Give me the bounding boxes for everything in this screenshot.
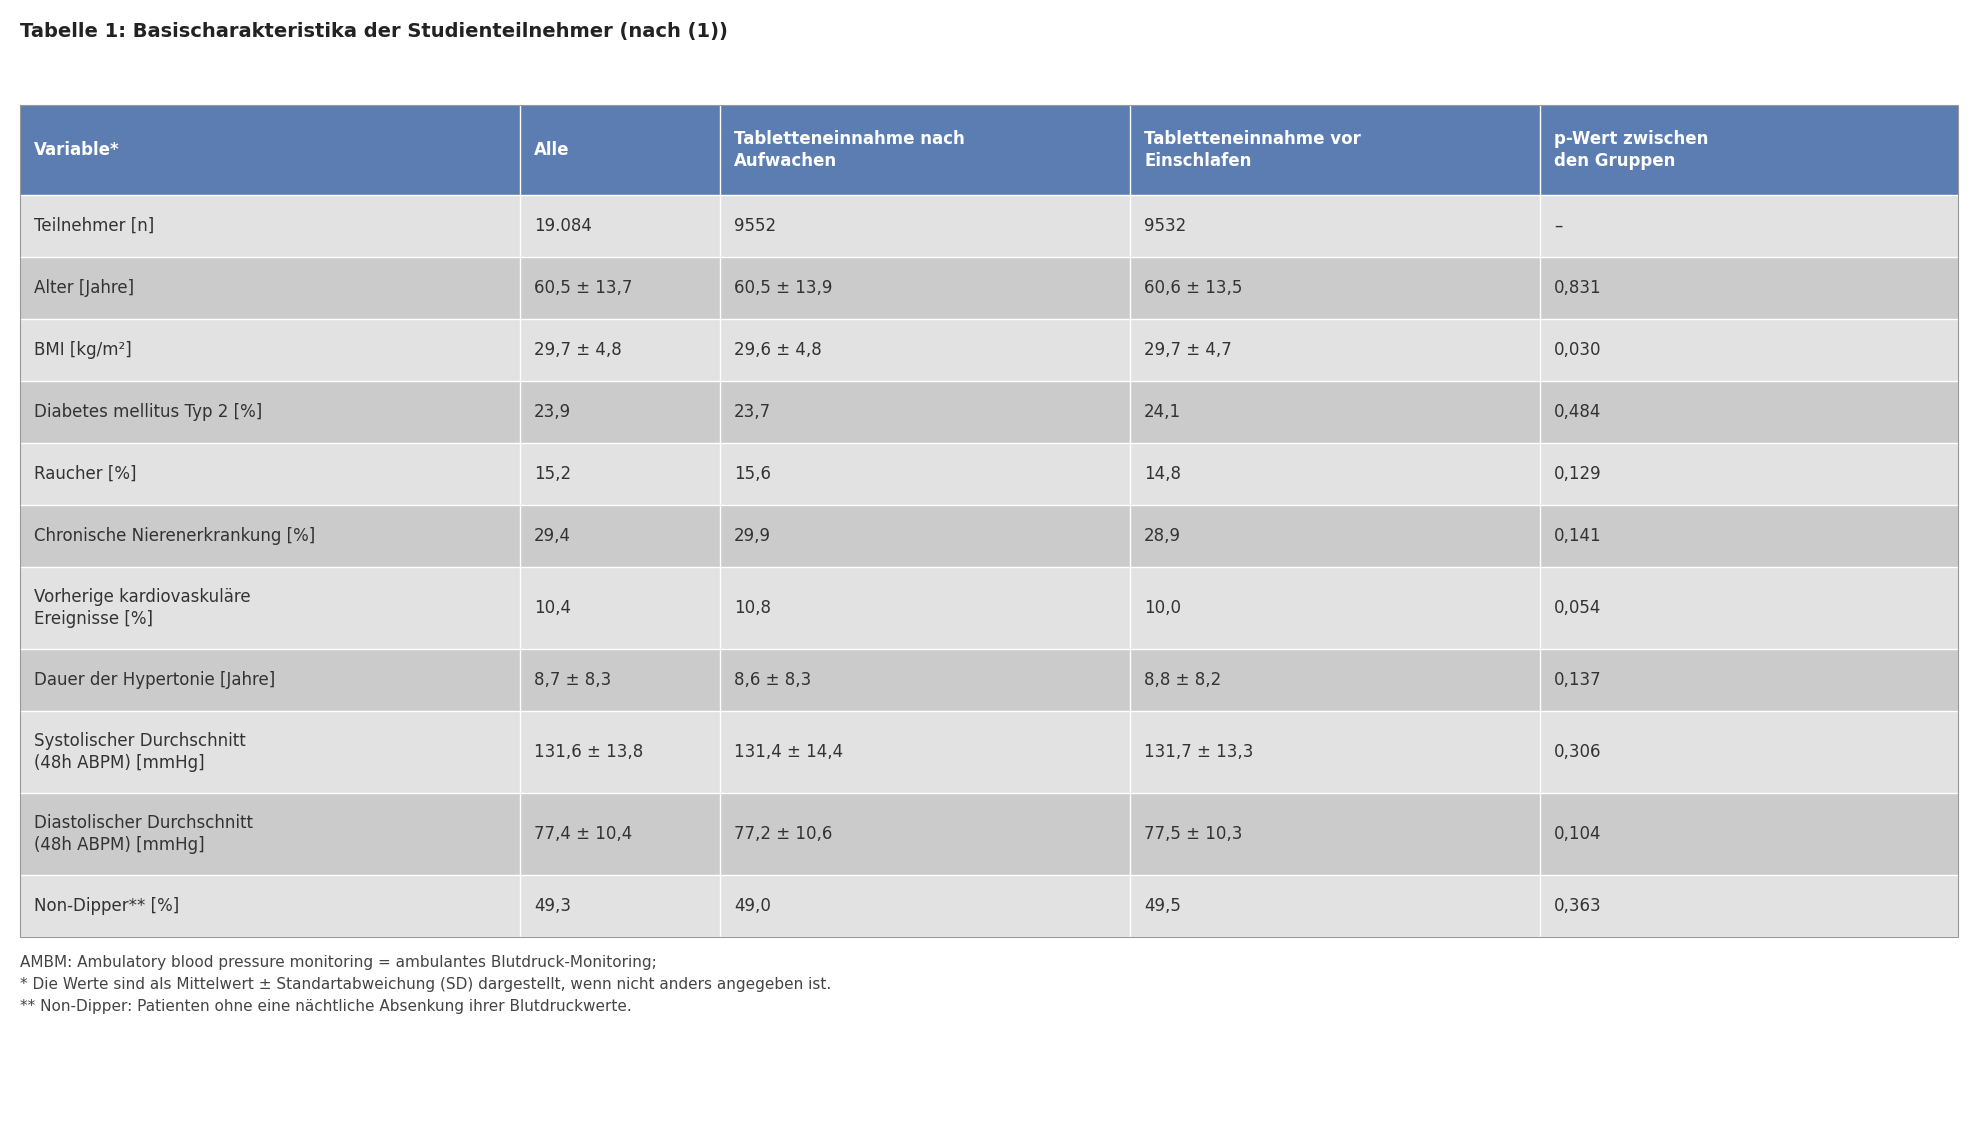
Text: Tabletteneinnahme vor
Einschlafen: Tabletteneinnahme vor Einschlafen (1143, 129, 1361, 171)
Text: 60,6 ± 13,5: 60,6 ± 13,5 (1143, 278, 1242, 297)
Text: 0,054: 0,054 (1555, 599, 1602, 617)
Bar (20, 443, 1958, 505)
Text: 8,6 ± 8,3: 8,6 ± 8,3 (734, 671, 811, 689)
Text: 10,0: 10,0 (1143, 599, 1181, 617)
Text: 9552: 9552 (734, 217, 775, 235)
Text: AMBM: Ambulatory blood pressure monitoring = ambulantes Blutdruck-Monitoring;: AMBM: Ambulatory blood pressure monitori… (20, 955, 657, 970)
Text: Alter [Jahre]: Alter [Jahre] (34, 278, 135, 297)
Text: Vorherige kardiovaskuläre
Ereignisse [%]: Vorherige kardiovaskuläre Ereignisse [%] (34, 588, 251, 628)
Text: 15,2: 15,2 (534, 465, 572, 483)
Bar (20, 257, 1958, 319)
Text: Systolischer Durchschnitt
(48h ABPM) [mmHg]: Systolischer Durchschnitt (48h ABPM) [mm… (34, 731, 245, 772)
Text: 8,7 ± 8,3: 8,7 ± 8,3 (534, 671, 611, 689)
Bar (20, 875, 1958, 937)
Text: Tabelle 1: Basischarakteristika der Studienteilnehmer (nach (1)): Tabelle 1: Basischarakteristika der Stud… (20, 22, 728, 41)
Text: BMI [kg/m²]: BMI [kg/m²] (34, 341, 133, 359)
Text: 60,5 ± 13,9: 60,5 ± 13,9 (734, 278, 833, 297)
Bar (20, 567, 1958, 649)
Text: 29,7 ± 4,8: 29,7 ± 4,8 (534, 341, 621, 359)
Text: 131,7 ± 13,3: 131,7 ± 13,3 (1143, 743, 1254, 761)
Bar (20, 381, 1958, 443)
Bar (20, 649, 1958, 711)
Text: Diabetes mellitus Typ 2 [%]: Diabetes mellitus Typ 2 [%] (34, 403, 263, 421)
Text: 19.084: 19.084 (534, 217, 591, 235)
Text: 49,5: 49,5 (1143, 897, 1181, 915)
Text: 131,6 ± 13,8: 131,6 ± 13,8 (534, 743, 643, 761)
Text: Non-Dipper** [%]: Non-Dipper** [%] (34, 897, 180, 915)
Text: –: – (1555, 217, 1563, 235)
Text: 29,9: 29,9 (734, 528, 771, 544)
Text: Raucher [%]: Raucher [%] (34, 465, 136, 483)
Bar (20, 105, 1958, 937)
Text: 131,4 ± 14,4: 131,4 ± 14,4 (734, 743, 843, 761)
Text: 0,129: 0,129 (1555, 465, 1602, 483)
Text: 29,6 ± 4,8: 29,6 ± 4,8 (734, 341, 821, 359)
Text: 0,484: 0,484 (1555, 403, 1602, 421)
Text: 0,306: 0,306 (1555, 743, 1602, 761)
Bar (20, 319, 1958, 381)
Text: Tabletteneinnahme nach
Aufwachen: Tabletteneinnahme nach Aufwachen (734, 129, 965, 171)
Text: 60,5 ± 13,7: 60,5 ± 13,7 (534, 278, 633, 297)
Text: 0,141: 0,141 (1555, 528, 1602, 544)
Text: 14,8: 14,8 (1143, 465, 1181, 483)
Text: 29,4: 29,4 (534, 528, 572, 544)
Text: Diastolischer Durchschnitt
(48h ABPM) [mmHg]: Diastolischer Durchschnitt (48h ABPM) [m… (34, 814, 253, 855)
Text: 0,831: 0,831 (1555, 278, 1602, 297)
Text: p-Wert zwischen
den Gruppen: p-Wert zwischen den Gruppen (1555, 129, 1709, 171)
Text: 23,9: 23,9 (534, 403, 572, 421)
Text: 9532: 9532 (1143, 217, 1187, 235)
Text: Teilnehmer [n]: Teilnehmer [n] (34, 217, 154, 235)
Text: 29,7 ± 4,7: 29,7 ± 4,7 (1143, 341, 1232, 359)
Bar (20, 794, 1958, 875)
Text: 10,4: 10,4 (534, 599, 572, 617)
Text: 15,6: 15,6 (734, 465, 771, 483)
Bar (20, 711, 1958, 794)
Text: Chronische Nierenerkrankung [%]: Chronische Nierenerkrankung [%] (34, 528, 315, 544)
Text: 77,2 ± 10,6: 77,2 ± 10,6 (734, 825, 833, 843)
Text: Alle: Alle (534, 142, 570, 158)
Text: ** Non-Dipper: Patienten ohne eine nächtliche Absenkung ihrer Blutdruckwerte.: ** Non-Dipper: Patienten ohne eine nächt… (20, 1000, 631, 1014)
Text: 10,8: 10,8 (734, 599, 771, 617)
Text: 0,030: 0,030 (1555, 341, 1602, 359)
Text: 23,7: 23,7 (734, 403, 771, 421)
Text: Dauer der Hypertonie [Jahre]: Dauer der Hypertonie [Jahre] (34, 671, 275, 689)
Text: Variable*: Variable* (34, 142, 119, 158)
Text: 49,0: 49,0 (734, 897, 771, 915)
Text: 49,3: 49,3 (534, 897, 572, 915)
Text: 0,363: 0,363 (1555, 897, 1602, 915)
Text: 24,1: 24,1 (1143, 403, 1181, 421)
Text: 28,9: 28,9 (1143, 528, 1181, 544)
Bar (20, 505, 1958, 567)
Text: 8,8 ± 8,2: 8,8 ± 8,2 (1143, 671, 1220, 689)
Bar (20, 105, 1958, 195)
Text: 0,137: 0,137 (1555, 671, 1602, 689)
Text: * Die Werte sind als Mittelwert ± Standartabweichung (SD) dargestellt, wenn nich: * Die Werte sind als Mittelwert ± Standa… (20, 977, 831, 992)
Text: 77,5 ± 10,3: 77,5 ± 10,3 (1143, 825, 1242, 843)
Bar (20, 195, 1958, 257)
Text: 77,4 ± 10,4: 77,4 ± 10,4 (534, 825, 633, 843)
Text: 0,104: 0,104 (1555, 825, 1602, 843)
